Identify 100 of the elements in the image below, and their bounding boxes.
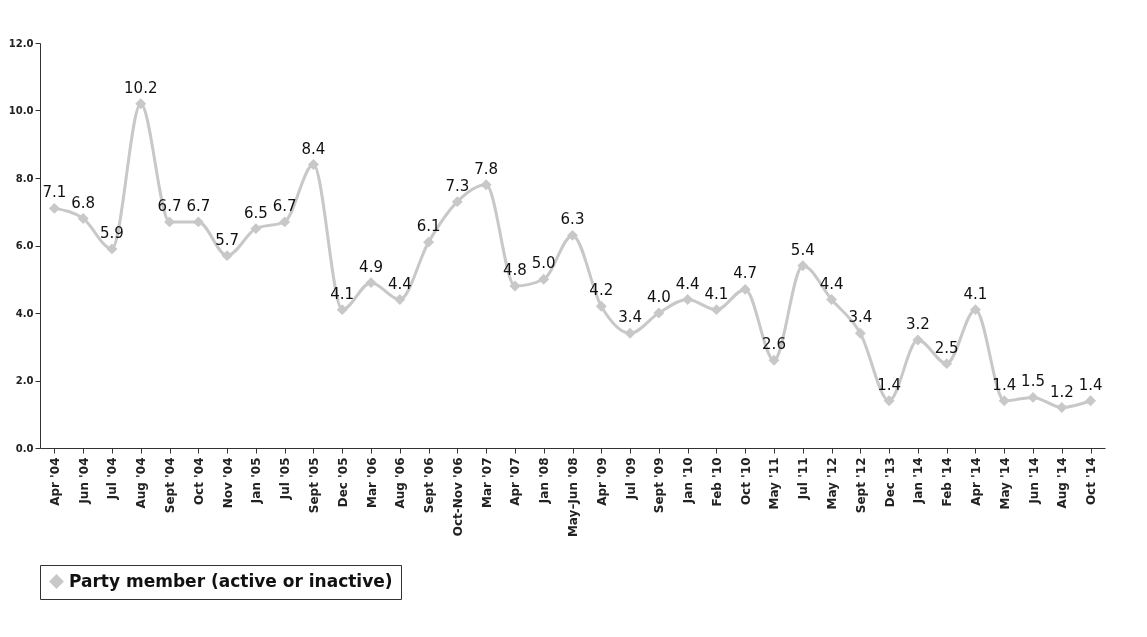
data-label: 4.1 [704, 284, 729, 303]
x-tick-label: Jul '09 [623, 457, 638, 501]
x-tick-label: Feb '14 [940, 457, 955, 507]
x-tick-label: Oct-Nov '06 [450, 457, 465, 537]
x-tick-label: Jul '05 [278, 457, 293, 501]
data-label: 6.8 [71, 193, 96, 212]
data-label: 7.8 [474, 159, 499, 178]
x-tick-label: Apr '07 [508, 457, 523, 506]
data-label: 6.5 [243, 203, 268, 222]
y-tick-label: 0.0 [15, 442, 34, 454]
x-tick-label: Apr '04 [47, 457, 62, 506]
x-tick-label: Nov '04 [220, 457, 235, 509]
point [970, 304, 981, 316]
y-tick-label: 8.0 [15, 172, 34, 184]
point [826, 294, 838, 305]
point [48, 202, 60, 214]
data-label: 5.0 [531, 254, 556, 273]
point [941, 358, 953, 370]
data-label: 5.9 [100, 223, 124, 242]
y-tick-label: 2.0 [15, 375, 34, 386]
point [624, 327, 636, 339]
data-label: 3.2 [905, 315, 930, 333]
data-label: 1.4 [992, 375, 1017, 394]
point [307, 159, 319, 170]
data-label: 3.4 [848, 308, 873, 327]
data-label: 1.4 [877, 375, 902, 394]
point [480, 179, 492, 191]
x-tick-label: Jul '11 [796, 457, 811, 501]
data-label: 4.2 [589, 281, 614, 300]
point [739, 283, 751, 295]
x-tick-label: Aug '14 [1055, 457, 1070, 509]
data-label: 4.8 [503, 261, 527, 279]
x-tick-label: Oct '14 [1084, 457, 1099, 506]
point [221, 250, 233, 262]
x-tick-label: May '11 [767, 457, 782, 510]
x-tick-label: Sept '09 [652, 457, 667, 514]
data-label: 4.1 [330, 284, 355, 303]
x-tick-label: Jun '14 [1026, 457, 1041, 505]
point [998, 395, 1010, 407]
data-label: 6.7 [157, 196, 182, 215]
x-tick-label: Dec '13 [882, 457, 897, 508]
data-label: 6.7 [186, 196, 211, 215]
x-tick-label: Feb '10 [709, 457, 724, 507]
data-label: 7.1 [42, 183, 67, 202]
point [854, 327, 866, 339]
point [336, 304, 348, 316]
point [710, 304, 722, 316]
x-tick-label: May '14 [997, 457, 1012, 510]
x-tick-label: Aug '04 [134, 457, 149, 509]
point [567, 229, 578, 241]
point [135, 98, 147, 110]
point [595, 300, 607, 312]
x-tick-label: Aug '06 [393, 457, 408, 509]
x-tick-label: Jan '08 [537, 457, 552, 505]
data-label: 3.4 [618, 308, 642, 327]
point [451, 196, 463, 208]
data-label: 2.6 [762, 335, 786, 354]
data-label: 4.1 [963, 284, 988, 303]
data-label: 4.4 [387, 274, 412, 293]
data-label: 5.7 [215, 230, 240, 249]
point [1085, 395, 1097, 407]
x-tick-label: May '12 [825, 457, 840, 510]
x-tick-label: Oct '10 [738, 457, 753, 506]
point [768, 354, 780, 366]
data-label: 5.4 [790, 240, 815, 259]
point [653, 307, 665, 319]
data-label: 2.5 [934, 338, 959, 357]
x-tick-label: Sept '04 [163, 457, 178, 514]
data-label: 6.7 [272, 196, 297, 215]
data-label: 6.1 [416, 217, 441, 236]
x-tick-label: Jun '04 [76, 457, 91, 505]
x-tick-label: Mar '06 [364, 457, 379, 509]
point [682, 294, 694, 305]
data-label: 4.4 [675, 274, 700, 293]
x-tick-label: Sept '05 [306, 457, 321, 514]
y-tick-label: 6.0 [15, 240, 34, 251]
x-tick-label: Oct '04 [191, 457, 206, 506]
point [365, 277, 377, 289]
x-tick-label: Sept '06 [422, 457, 437, 514]
point [883, 395, 895, 407]
data-label: 4.9 [359, 257, 383, 276]
point [538, 273, 550, 285]
point [77, 213, 89, 224]
data-label: 6.3 [560, 210, 585, 229]
x-tick-label: Dec '05 [335, 457, 350, 508]
data-label: 1.5 [1021, 372, 1045, 391]
x-tick-label: Apr '14 [968, 457, 983, 506]
x-tick-label: Jan '05 [249, 457, 264, 505]
data-label: 4.0 [646, 288, 671, 306]
point [250, 223, 262, 235]
x-tick-label: Mar '07 [479, 457, 494, 509]
x-tick-label: Jul '04 [105, 457, 120, 501]
point [106, 243, 118, 255]
y-tick-label: 12.0 [8, 37, 34, 49]
data-label: 4.7 [733, 264, 758, 283]
point [1027, 391, 1039, 403]
point [797, 260, 809, 272]
point [279, 216, 291, 228]
data-label: 10.2 [124, 78, 158, 97]
y-tick-label: 4.0 [15, 307, 34, 319]
